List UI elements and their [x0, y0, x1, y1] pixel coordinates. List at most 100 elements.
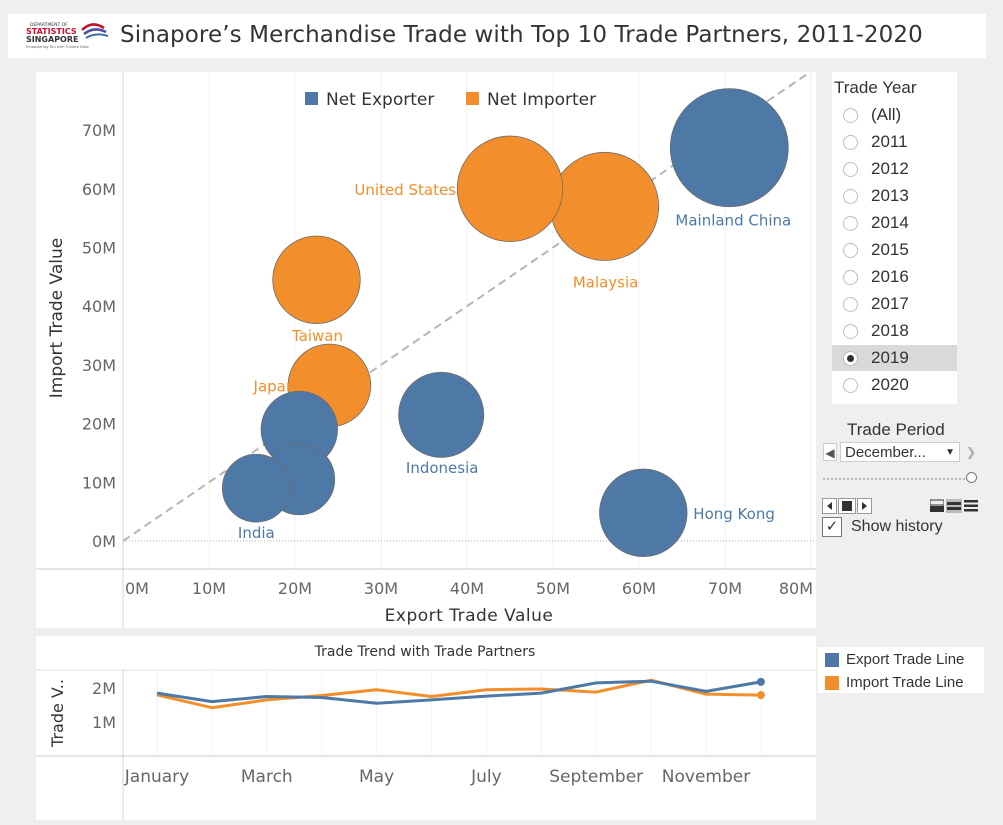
legend-export-line[interactable]: Export Trade Line: [825, 651, 964, 668]
show-history-toggle[interactable]: ✓ Show history: [822, 517, 943, 537]
trade-year-option-2012[interactable]: 2012: [832, 156, 957, 182]
line-x-tick-label: November: [662, 767, 750, 787]
line-chart-title: Trade Trend with Trade Partners: [314, 644, 536, 660]
speed-slow-icon[interactable]: [929, 499, 945, 513]
trade-year-option-2020[interactable]: 2020: [832, 372, 957, 398]
legend-net-importer[interactable]: Net Importer: [466, 90, 596, 110]
bubble-chart[interactable]: 0M 10M 20M 30M 40M 50M 60M 70M 0M 10M 20M 30M 40M 50…: [36, 70, 816, 628]
trade-year-option-2017[interactable]: 2017: [832, 291, 957, 317]
bubble-malaysia[interactable]: [550, 151, 660, 261]
trade-year-option-label: 2015: [871, 240, 909, 259]
trade-year-option-2014[interactable]: 2014: [832, 210, 957, 236]
stop-button[interactable]: [838, 498, 856, 514]
trade-year-option-all[interactable]: (All): [832, 102, 957, 128]
line-x-tick-label: September: [549, 767, 643, 787]
radio-icon[interactable]: [843, 296, 858, 312]
y-tick-label: 60M: [82, 180, 116, 199]
trade-year-option-2011[interactable]: 2011: [832, 129, 957, 155]
logo-line-1: DEPARTMENT OF: [30, 22, 68, 28]
legend-import-line[interactable]: Import Trade Line: [825, 674, 964, 691]
logo-line-3: SINGAPORE: [26, 35, 78, 44]
bubble-taiwan[interactable]: [272, 235, 361, 324]
legend-label: Net Exporter: [326, 90, 434, 110]
series-end-point-export-trade-line[interactable]: [756, 677, 765, 686]
line-x-tick-label: July: [470, 767, 502, 787]
line-x-tick-label: January: [124, 767, 189, 787]
line-y-tick-label: 2M: [92, 679, 116, 698]
x-tick-label: 80M: [779, 579, 813, 598]
radio-icon[interactable]: [843, 215, 858, 231]
chevron-down-icon: ▼: [945, 447, 955, 458]
x-tick-label: 50M: [536, 579, 570, 598]
radio-icon[interactable]: [843, 242, 858, 258]
radio-icon[interactable]: [843, 377, 858, 393]
bubbles[interactable]: [222, 88, 789, 557]
legend-swatch: [305, 92, 318, 105]
trade-year-option-2018[interactable]: 2018: [832, 318, 957, 344]
trade-year-option-label: (All): [871, 105, 902, 124]
line-x-tick-label: May: [359, 767, 394, 787]
step-back-button[interactable]: [822, 498, 837, 514]
bubble-label-united-states: United States: [354, 181, 456, 199]
radio-icon[interactable]: [843, 134, 858, 150]
bubble-mainland-china[interactable]: [669, 88, 789, 208]
speed-medium-icon[interactable]: [946, 499, 962, 513]
bubble-label-india: India: [238, 524, 275, 542]
show-history-checkbox[interactable]: ✓: [822, 517, 842, 537]
y-tick-label: 10M: [82, 473, 116, 492]
trade-year-option-2016[interactable]: 2016: [832, 264, 957, 290]
period-slider-track[interactable]: [823, 478, 969, 480]
line-series[interactable]: [156, 677, 765, 710]
trade-year-option-label: 2014: [871, 213, 909, 232]
import-swatch: [825, 675, 839, 690]
bubble-grid: [208, 72, 812, 569]
trade-year-option-2019[interactable]: 2019: [832, 345, 957, 371]
trade-period-dropdown[interactable]: December... ▼: [840, 442, 960, 462]
bubble-legend[interactable]: Net Exporter Net Importer: [305, 90, 596, 110]
radio-icon[interactable]: [843, 161, 858, 177]
bubble-label-hong-kong: Hong Kong: [693, 505, 775, 523]
line-x-tick-label: March: [241, 767, 293, 787]
radio-icon[interactable]: [843, 350, 858, 366]
bubble-india[interactable]: [222, 453, 291, 523]
trade-year-option-2013[interactable]: 2013: [832, 183, 957, 209]
step-forward-button[interactable]: [857, 498, 872, 514]
bubble-labels: Mainland China Malaysia United States Hong …: [238, 181, 791, 542]
trade-year-option-label: 2016: [871, 267, 909, 286]
bubble-label-japan: Japan: [253, 377, 296, 395]
series-end-point-import-trade-line[interactable]: [756, 691, 765, 700]
radio-icon[interactable]: [843, 188, 858, 204]
radio-icon[interactable]: [843, 323, 858, 339]
dos-logo: DEPARTMENT OF STATISTICS SINGAPORE Empow…: [20, 18, 116, 54]
trade-year-option-label: 2020: [871, 375, 909, 394]
bubble-indonesia[interactable]: [398, 371, 485, 458]
line-grid: [156, 670, 762, 756]
bubble-hong-kong[interactable]: [599, 468, 688, 557]
line-y-axis-title: Trade V..: [48, 679, 67, 748]
radio-icon[interactable]: [843, 269, 858, 285]
trade-year-option-2015[interactable]: 2015: [832, 237, 957, 263]
logo-line-2: STATISTICS: [26, 27, 77, 36]
legend-swatch: [466, 92, 479, 105]
radio-icon[interactable]: [843, 107, 858, 123]
legend-export-label: Export Trade Line: [846, 651, 965, 668]
speed-fast-icon[interactable]: [963, 499, 979, 513]
period-slider-thumb[interactable]: [966, 472, 977, 483]
period-next-button[interactable]: ❯: [965, 445, 977, 459]
legend-label: Net Importer: [487, 90, 596, 110]
trade-year-filter: Trade Year (All) 2011 2012 2013 2014 2015 2016…: [832, 72, 957, 404]
x-tick-label: 10M: [192, 579, 226, 598]
period-prev-button[interactable]: ◀: [823, 443, 837, 461]
export-swatch: [825, 652, 839, 667]
show-history-label: Show history: [851, 518, 943, 535]
x-tick-label: 20M: [278, 579, 312, 598]
series-export-trade-line[interactable]: [156, 679, 762, 705]
line-y-tick-labels: 1M 2M: [92, 679, 116, 732]
trade-trend-chart[interactable]: Trade Trend with Trade Partners Trade V.…: [36, 636, 816, 820]
y-tick-label: 30M: [82, 356, 116, 375]
bubble-label-indonesia: Indonesia: [406, 459, 479, 477]
line-x-tick-labels: January March May July September November: [124, 767, 750, 787]
bubble-united-states[interactable]: [456, 135, 564, 242]
line-chart-panel: Trade Trend with Trade Partners Trade V.…: [36, 636, 816, 820]
legend-net-exporter[interactable]: Net Exporter: [305, 90, 434, 110]
